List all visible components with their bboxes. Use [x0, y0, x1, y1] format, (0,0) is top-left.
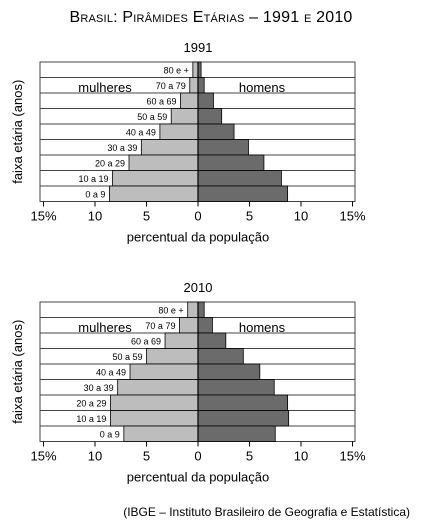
category-label-bg-p2010 — [76, 381, 117, 394]
category-label-bg-p2010 — [151, 303, 187, 316]
bar-mulheres-p1991 — [189, 77, 199, 94]
bar-mulheres-p1991 — [112, 170, 199, 187]
category-label-bg-p1991 — [87, 156, 128, 169]
bar-homens-p2010 — [197, 425, 276, 442]
bar-homens-p1991 — [197, 108, 223, 125]
category-label-bg-p1991 — [148, 79, 189, 92]
bar-mulheres-p1991 — [128, 154, 199, 171]
category-label-bg-p2010 — [69, 396, 110, 409]
bar-homens-p2010 — [197, 301, 205, 318]
category-label-bg-p2010 — [138, 319, 179, 332]
bar-homens-p2010 — [197, 348, 244, 365]
bar-mulheres-p1991 — [180, 92, 199, 109]
category-label-p1991: 50 a 59 — [137, 112, 167, 122]
category-label-bg-p1991 — [100, 141, 141, 154]
category-label-p2010: 70 a 79 — [145, 321, 175, 331]
category-label-p2010: 20 a 29 — [76, 398, 106, 408]
bar-mulheres-p2010 — [129, 363, 199, 380]
category-label-p1991: 20 a 29 — [95, 158, 125, 168]
bar-mulheres-p1991 — [170, 108, 199, 125]
bar-mulheres-p1991 — [159, 123, 199, 140]
category-label-p1991: 60 a 69 — [146, 96, 176, 106]
category-label-bg-p2010 — [105, 350, 146, 363]
bar-mulheres-p2010 — [110, 410, 199, 427]
bar-mulheres-p2010 — [146, 348, 199, 365]
category-label-p1991: 70 a 79 — [156, 81, 186, 91]
category-label-bg-p1991 — [156, 63, 192, 76]
category-label-bg-p2010 — [123, 334, 165, 347]
bar-mulheres-p2010 — [110, 394, 199, 411]
category-label-bg-p2010 — [69, 412, 110, 425]
x-tick-label-p2010: 0 — [194, 449, 201, 464]
series-label-homens-p2010: homens — [239, 320, 286, 335]
category-label-p2010: 40 a 49 — [96, 367, 126, 377]
bar-mulheres-p1991 — [140, 139, 199, 156]
bar-homens-p1991 — [197, 123, 235, 140]
category-label-p1991: 0 a 9 — [85, 189, 105, 199]
category-label-p2010: 0 a 9 — [100, 429, 120, 439]
category-label-p1991: 40 a 49 — [126, 127, 156, 137]
series-label-mulheres-p2010: mulheres — [78, 320, 132, 335]
bar-homens-p1991 — [197, 139, 249, 156]
bar-homens-p2010 — [197, 317, 213, 334]
bar-mulheres-p2010 — [117, 379, 199, 396]
x-tick-label-p2010: 10 — [294, 449, 308, 464]
bar-homens-p1991 — [197, 154, 265, 171]
x-tick-label-p1991: 0 — [194, 209, 201, 224]
category-label-p2010: 50 a 59 — [112, 352, 142, 362]
category-label-p2010: 60 a 69 — [131, 336, 161, 346]
x-tick-label-p1991: 15% — [339, 209, 365, 224]
source-note: (IBGE – Instituto Brasileiro de Geografi… — [123, 505, 410, 519]
bar-mulheres-p1991 — [192, 61, 199, 78]
series-label-homens-p1991: homens — [239, 80, 286, 95]
x-tick-label-p2010: 15% — [30, 449, 56, 464]
panel-title-1991: 1991 — [184, 40, 213, 55]
y-axis-label-p2010: faixa etária (anos) — [10, 320, 25, 424]
x-tick-label-p1991: 5 — [246, 209, 253, 224]
bar-homens-p2010 — [197, 363, 261, 380]
category-label-p2010: 10 a 19 — [76, 414, 106, 424]
series-label-mulheres-p1991: mulheres — [78, 80, 132, 95]
category-label-p2010: 80 e + — [158, 305, 183, 315]
bar-homens-p2010 — [197, 410, 290, 427]
x-tick-label-p1991: 5 — [143, 209, 150, 224]
category-label-bg-p1991 — [71, 172, 112, 185]
bar-mulheres-p2010 — [123, 425, 199, 442]
category-label-bg-p2010 — [92, 427, 123, 440]
page-title: Brasil: Pirâmides Etárias – 1991 e 2010 — [69, 9, 353, 26]
x-tick-label-p2010: 5 — [143, 449, 150, 464]
x-tick-label-p1991: 15% — [30, 209, 56, 224]
category-label-bg-p1991 — [118, 125, 159, 138]
bar-homens-p1991 — [197, 170, 282, 187]
category-label-p2010: 30 a 39 — [84, 383, 114, 393]
category-label-p1991: 30 a 39 — [107, 143, 137, 153]
x-tick-label-p2010: 10 — [88, 449, 102, 464]
x-tick-label-p1991: 10 — [294, 209, 308, 224]
category-label-bg-p1991 — [77, 187, 109, 200]
bar-homens-p1991 — [197, 77, 205, 94]
x-tick-label-p1991: 10 — [88, 209, 102, 224]
panel-title-2010: 2010 — [184, 280, 213, 295]
category-label-p1991: 80 e + — [164, 65, 189, 75]
category-label-bg-p1991 — [129, 110, 171, 123]
bar-mulheres-p2010 — [164, 332, 199, 349]
category-label-bg-p2010 — [88, 365, 130, 378]
bar-mulheres-p2010 — [187, 301, 199, 318]
bar-homens-p1991 — [197, 185, 289, 202]
bar-mulheres-p2010 — [179, 317, 199, 334]
x-axis-label-p1991: percentual da população — [127, 230, 269, 245]
y-axis-label-p1991: faixa etária (anos) — [10, 80, 25, 184]
x-axis-label-p2010: percentual da população — [127, 470, 269, 485]
category-label-bg-p1991 — [139, 94, 180, 107]
bar-homens-p2010 — [197, 394, 289, 411]
x-tick-label-p2010: 15% — [339, 449, 365, 464]
bar-homens-p1991 — [197, 92, 214, 109]
category-label-p1991: 10 a 19 — [78, 174, 108, 184]
bar-homens-p2010 — [197, 332, 227, 349]
x-tick-label-p2010: 5 — [246, 449, 253, 464]
bar-mulheres-p1991 — [109, 185, 199, 202]
bar-homens-p2010 — [197, 379, 275, 396]
